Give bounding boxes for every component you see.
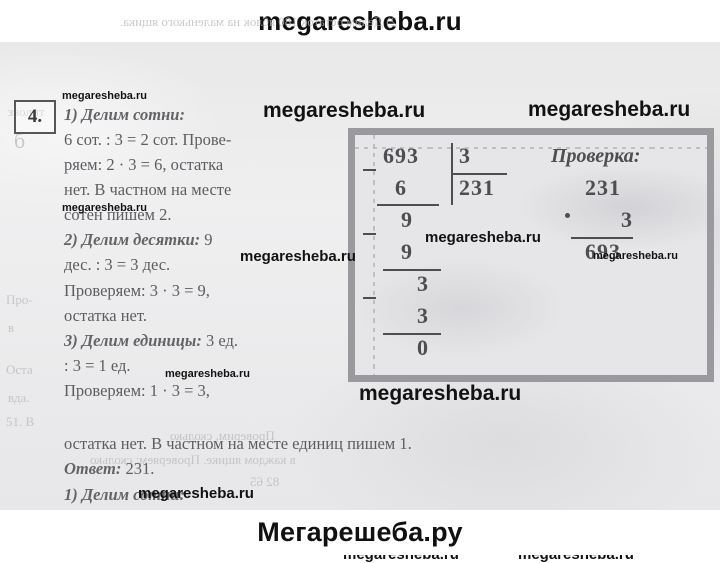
ghost-text: Про- xyxy=(6,292,33,307)
solution-step-label: Ответ: xyxy=(64,459,122,479)
solution-line: : 3 = 1 ед. xyxy=(64,353,364,378)
solution-step-label: 1) Делим сотни: xyxy=(64,105,185,124)
ghost-text: вда. xyxy=(8,390,30,405)
solution-line: сотен пишем 2. xyxy=(64,202,364,227)
solution-line: Проверяем: 3 · 3 = 9, xyxy=(64,278,364,303)
exercise-number: 4. xyxy=(27,106,43,127)
minus-sign-1 xyxy=(363,169,376,171)
solution-line-text: ряем: 2 · 3 = 6, остатка xyxy=(64,155,224,175)
check-rule xyxy=(571,237,633,239)
solution-step-label: 3) Делим единицы: xyxy=(64,330,202,350)
step-rule-1 xyxy=(377,204,439,206)
solution-line-text: : 3 = 1 ед. xyxy=(64,355,131,375)
solution-line-text: дес. : 3 = 3 дес. xyxy=(64,255,171,275)
check-factor-a: 231 xyxy=(585,175,621,200)
solution-line-text: Проверяем: 3 · 3 = 9, xyxy=(64,280,210,300)
header-watermark: megaresheba.ru xyxy=(0,0,720,42)
ghost-text: Оста xyxy=(6,362,33,377)
watermark: megaresheba.ru xyxy=(62,90,147,102)
solution-line: Ответ: 231. xyxy=(64,456,694,481)
exercise-number-box: 4. xyxy=(14,100,56,134)
quotient: 231 xyxy=(459,175,495,200)
footer-watermark: Мегарешеба.ру xyxy=(0,510,720,555)
solution-line-text: 6 сот. : 3 = 2 сот. Прове- xyxy=(64,130,232,150)
division-step-3: 9 xyxy=(401,239,413,264)
step-rule-3 xyxy=(383,333,441,335)
solution-line: 3) Делим единицы: 3 ед. xyxy=(64,328,364,353)
ghost-text: в xyxy=(8,320,15,335)
division-bar-horizontal xyxy=(451,173,507,175)
solution-line: 2) Делим десятки: 9 xyxy=(64,227,364,252)
solution-line: остатка нет. xyxy=(64,303,364,328)
solution-line-text: 9 xyxy=(200,230,213,250)
solution-line: 1) Делим сотни: xyxy=(64,102,364,127)
solution-line-text: 3 ед. xyxy=(201,330,238,350)
long-division-figure: 693 3 231 6 9 9 3 3 0 Проверка: 231 3 69… xyxy=(348,128,714,382)
solution-line: дес. : 3 = 3 дес. xyxy=(64,252,364,277)
step-rule-2 xyxy=(383,269,441,271)
solution-line-text: нет. В частном на месте xyxy=(64,180,232,200)
watermark: megaresheba.ru xyxy=(528,98,691,121)
division-step-4: 3 xyxy=(417,271,429,296)
solution-line-text: Проверяем: 1 · 3 = 3, xyxy=(64,380,210,400)
solution-line-text: остатка нет. xyxy=(64,305,147,325)
solution-line: 6 сот. : 3 = 2 сот. Прове- xyxy=(64,127,364,152)
solution-line: 1) Делим сотни: xyxy=(64,482,694,507)
division-step-5: 3 xyxy=(417,303,429,328)
solution-line-text: сотен пишем 2. xyxy=(64,205,172,225)
solution-line-text: остатка нет. В частном на месте единиц п… xyxy=(64,434,412,453)
division-step-2: 9 xyxy=(401,207,413,232)
solution-step-label: 2) Делим десятки: xyxy=(64,230,201,250)
check-title: Проверка: xyxy=(551,145,641,167)
division-remainder: 0 xyxy=(417,335,429,360)
dividend: 693 xyxy=(383,143,419,168)
minus-sign-3 xyxy=(363,297,376,299)
watermark: megaresheba.ru xyxy=(359,382,522,405)
check-factor-b: 3 xyxy=(621,207,633,232)
minus-sign-2 xyxy=(363,233,376,235)
solution-line: Проверяем: 1 · 3 = 3, xyxy=(64,378,364,403)
divisor: 3 xyxy=(459,143,471,168)
division-step-1: 6 xyxy=(395,175,407,200)
scanned-page: 2) Делим остаток 180 яблок на маленького… xyxy=(0,14,720,563)
check-product: 693 xyxy=(585,239,621,264)
solution-line: остатка нет. В частном на месте единиц п… xyxy=(64,431,694,456)
solution-line: ряем: 2 · 3 = 6, остатка xyxy=(64,152,364,177)
ghost-text: 51. В xyxy=(6,414,35,429)
solution-line: нет. В частном на месте xyxy=(64,177,364,202)
solution-step-label: 1) Делим сотни: xyxy=(64,484,185,504)
solution-text-column: 1) Делим сотни: 6 сот. : 3 = 2 сот. Прове… xyxy=(64,102,364,403)
multiplication-dot-icon xyxy=(565,213,570,218)
solution-line-text: 231. xyxy=(121,459,155,479)
